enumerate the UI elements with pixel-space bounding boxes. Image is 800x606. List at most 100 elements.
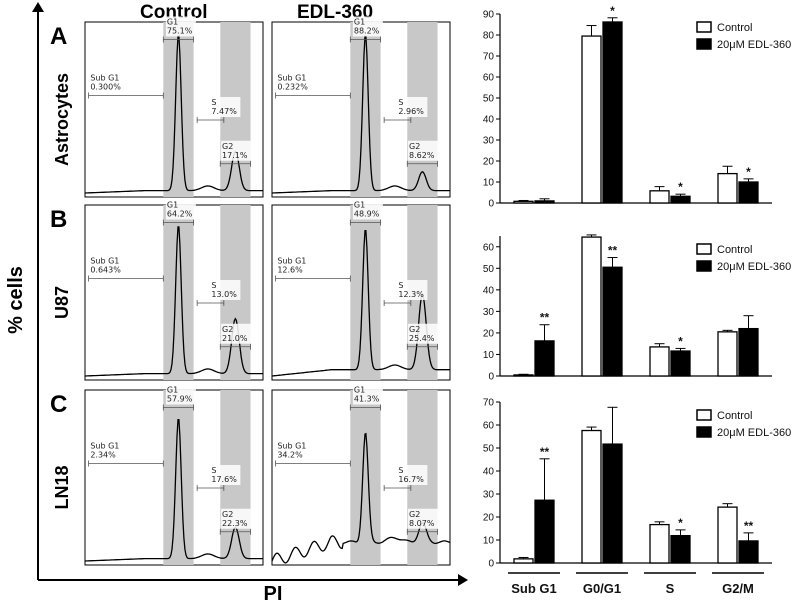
subg1-gate-percent: 0.232% bbox=[277, 83, 308, 92]
s-gate-name: S bbox=[398, 98, 403, 107]
subg1-gate-name: Sub G1 bbox=[277, 442, 306, 451]
x-arrow-head bbox=[458, 574, 468, 586]
legend-label-control: Control bbox=[717, 410, 752, 422]
bar-edl bbox=[670, 534, 691, 564]
category-label: Sub G1 bbox=[511, 581, 557, 596]
y-tick-label: 70 bbox=[483, 52, 495, 63]
g2-gate-name: G2 bbox=[222, 510, 233, 519]
y-tick-label: 40 bbox=[483, 115, 495, 126]
significance-marker: * bbox=[678, 334, 683, 348]
y-tick-label: 60 bbox=[483, 73, 495, 84]
bar-edl bbox=[602, 443, 623, 564]
y-tick-label: 0 bbox=[488, 372, 494, 383]
dna-content-curve bbox=[271, 230, 450, 377]
subg1-gate-percent: 0.300% bbox=[90, 83, 121, 92]
bar-control bbox=[649, 190, 670, 204]
g1-gate-name: G1 bbox=[167, 386, 178, 395]
y-tick-label: 90 bbox=[483, 10, 495, 21]
g1-gate-name: G1 bbox=[167, 201, 178, 210]
g1-gate-shade bbox=[163, 22, 194, 197]
subg1-gate-name: Sub G1 bbox=[90, 442, 119, 451]
legend-label-edl: 20μM EDL-360 bbox=[717, 39, 791, 51]
bar-control bbox=[649, 346, 670, 377]
g1-gate-name: G1 bbox=[167, 18, 178, 27]
bar-control bbox=[581, 429, 602, 564]
category-labels: Sub G1 G0/G1 S G2/M bbox=[508, 572, 764, 596]
subg1-gate-name: Sub G1 bbox=[277, 257, 306, 266]
g2-gate-percent: 25.4% bbox=[409, 334, 435, 343]
legend-label-edl: 20μM EDL-360 bbox=[717, 261, 791, 273]
g1-gate-shade bbox=[163, 390, 194, 565]
y-tick-label: 40 bbox=[483, 285, 495, 296]
bar-control bbox=[513, 374, 534, 377]
g1-gate-name: G1 bbox=[354, 18, 365, 27]
subg1-gate-name: Sub G1 bbox=[90, 74, 119, 83]
significance-marker: * bbox=[678, 516, 683, 530]
s-gate-name: S bbox=[211, 466, 216, 475]
g2-gate-name: G2 bbox=[222, 325, 233, 334]
y-tick-label: 10 bbox=[483, 536, 495, 547]
legend-swatch-control bbox=[696, 243, 712, 255]
bar-edl bbox=[602, 21, 623, 204]
dna-content-curve bbox=[272, 35, 450, 194]
bar-edl bbox=[738, 540, 759, 564]
bar-control bbox=[717, 331, 738, 377]
bar-control bbox=[513, 558, 534, 564]
row-label-1: U87 bbox=[52, 286, 72, 319]
significance-marker: ** bbox=[540, 311, 550, 325]
g2-gate-percent: 8.07% bbox=[409, 519, 435, 528]
bar-edl bbox=[670, 350, 691, 377]
category-label: G2/M bbox=[722, 581, 754, 596]
bar-edl bbox=[602, 266, 623, 377]
y-tick-label: 0 bbox=[488, 559, 494, 570]
y-tick-label: 60 bbox=[483, 421, 495, 432]
significance-marker: ** bbox=[540, 445, 550, 459]
g1-gate-name: G1 bbox=[354, 201, 365, 210]
bar-edl bbox=[534, 340, 555, 377]
y-tick-label: 80 bbox=[483, 31, 495, 42]
significance-marker: ** bbox=[608, 244, 618, 258]
s-gate-percent: 2.96% bbox=[398, 107, 424, 116]
y-tick-label: 60 bbox=[483, 242, 495, 253]
g2-gate-percent: 17.1% bbox=[222, 151, 248, 160]
bar-control bbox=[513, 200, 534, 204]
y-tick-label: 0 bbox=[488, 199, 494, 210]
legend-swatch-edl bbox=[696, 260, 712, 272]
g1-gate-shade bbox=[350, 390, 381, 565]
s-gate-name: S bbox=[398, 281, 403, 290]
s-gate-name: S bbox=[211, 98, 216, 107]
s-gate-percent: 13.0% bbox=[211, 290, 237, 299]
row-label-2: LN18 bbox=[52, 465, 72, 509]
subg1-gate-name: Sub G1 bbox=[90, 257, 119, 266]
g1-gate-shade bbox=[350, 22, 381, 197]
bar-edl bbox=[670, 195, 691, 204]
y-tick-label: 10 bbox=[483, 350, 495, 361]
bar-control bbox=[581, 236, 602, 377]
y-tick-label: 30 bbox=[483, 136, 495, 147]
y-tick-label: 30 bbox=[483, 490, 495, 501]
s-gate-percent: 12.3% bbox=[398, 290, 424, 299]
g2-gate-name: G2 bbox=[409, 510, 420, 519]
s-gate-percent: 16.7% bbox=[398, 475, 424, 484]
significance-marker: * bbox=[678, 180, 683, 194]
y-arrow-head bbox=[32, 2, 44, 12]
g1-gate-shade bbox=[350, 205, 381, 380]
g1-gate-percent: 75.1% bbox=[167, 27, 193, 36]
s-gate-percent: 7.47% bbox=[211, 107, 237, 116]
y-tick-label: 20 bbox=[483, 157, 495, 168]
legend-label-control: Control bbox=[717, 22, 752, 34]
g2-gate-name: G2 bbox=[409, 142, 420, 151]
y-axis-label: % cells bbox=[5, 266, 27, 334]
y-tick-label: 20 bbox=[483, 513, 495, 524]
g2-gate-percent: 22.3% bbox=[222, 519, 248, 528]
row-letter-c: C bbox=[50, 391, 67, 418]
subg1-gate-name: Sub G1 bbox=[277, 74, 306, 83]
row-label-0: Astrocytes bbox=[52, 73, 72, 166]
